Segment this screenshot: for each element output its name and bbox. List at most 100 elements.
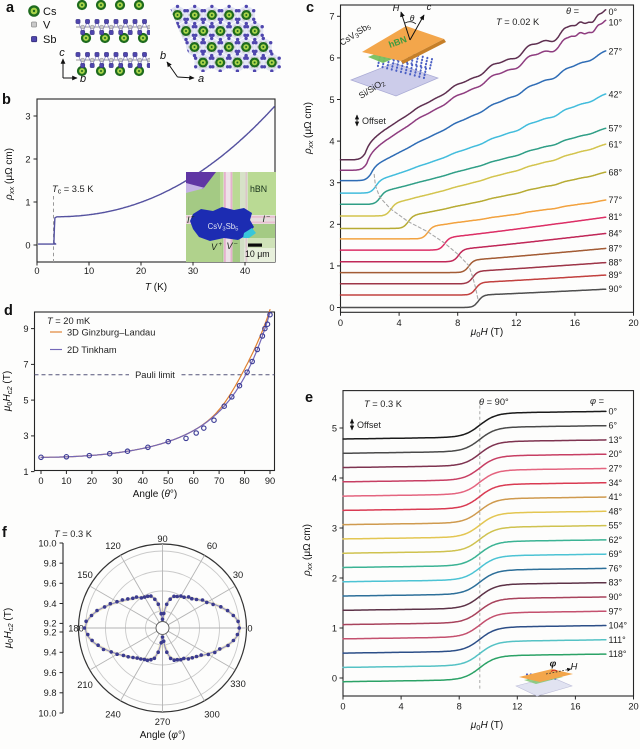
svg-text:c: c: [59, 47, 65, 59]
svg-text:88°: 88°: [609, 258, 623, 268]
svg-text:f: f: [2, 525, 7, 541]
svg-text:c: c: [427, 2, 432, 12]
svg-text:b: b: [160, 50, 166, 62]
svg-text:c: c: [306, 0, 314, 16]
svg-text:80: 80: [239, 476, 249, 486]
svg-text:μ0H (T): μ0H (T): [470, 327, 503, 339]
svg-text:T = 0.3 K: T = 0.3 K: [364, 399, 403, 409]
svg-text:90°: 90°: [609, 592, 623, 602]
svg-text:10.0: 10.0: [38, 538, 56, 548]
svg-text:20: 20: [628, 318, 638, 328]
svg-text:9.8: 9.8: [44, 688, 57, 698]
svg-text:T (K): T (K): [145, 282, 167, 293]
svg-text:3: 3: [25, 111, 30, 121]
svg-text:40: 40: [240, 266, 250, 276]
svg-text:–: –: [234, 240, 238, 247]
svg-text:0: 0: [34, 266, 39, 276]
svg-text:0: 0: [329, 303, 334, 313]
svg-text:84°: 84°: [609, 228, 623, 238]
svg-text:2D Tinkham: 2D Tinkham: [67, 345, 117, 355]
svg-text:θ: θ: [410, 13, 415, 23]
svg-text:T = 0.3 K: T = 0.3 K: [54, 529, 93, 539]
svg-text:ρxx (μΩ cm): ρxx (μΩ cm): [4, 148, 16, 201]
svg-text:10.0: 10.0: [38, 708, 56, 718]
svg-text:9.2: 9.2: [44, 627, 57, 637]
svg-text:ρxx (μΩ cm): ρxx (μΩ cm): [303, 102, 315, 155]
svg-text:16: 16: [570, 318, 580, 328]
svg-text:V: V: [43, 20, 51, 32]
svg-text:270: 270: [155, 717, 171, 727]
svg-text:57°: 57°: [609, 124, 623, 134]
svg-text:9.6: 9.6: [44, 579, 57, 589]
svg-text:30: 30: [233, 570, 243, 580]
svg-text:4: 4: [329, 136, 334, 146]
svg-text:77°: 77°: [609, 195, 623, 205]
svg-text:0: 0: [332, 673, 337, 683]
svg-text:118°: 118°: [609, 649, 627, 659]
svg-text:Offset: Offset: [362, 116, 386, 126]
svg-text:68°: 68°: [609, 167, 623, 177]
svg-text:2: 2: [25, 154, 30, 164]
svg-text:34°: 34°: [609, 478, 623, 488]
svg-text:–: –: [267, 213, 271, 220]
svg-text:CsV3Sb5: CsV3Sb5: [208, 222, 239, 233]
svg-text:76°: 76°: [609, 563, 623, 573]
svg-text:16: 16: [570, 702, 580, 712]
svg-text:87°: 87°: [609, 243, 623, 253]
svg-text:1: 1: [329, 261, 334, 271]
svg-text:+: +: [219, 241, 223, 248]
svg-text:e: e: [305, 390, 313, 406]
svg-text:61°: 61°: [609, 139, 623, 149]
svg-text:2: 2: [329, 220, 334, 230]
svg-text:12: 12: [511, 318, 521, 328]
svg-text:27°: 27°: [609, 464, 623, 474]
svg-text:3: 3: [23, 431, 28, 441]
svg-text:111°: 111°: [609, 635, 627, 645]
svg-text:4: 4: [397, 318, 402, 328]
svg-text:9.8: 9.8: [44, 559, 57, 569]
svg-text:a: a: [6, 0, 15, 16]
svg-text:10°: 10°: [609, 18, 623, 28]
svg-text:330: 330: [230, 679, 246, 689]
svg-text:H: H: [571, 662, 578, 672]
svg-text:9.4: 9.4: [44, 648, 57, 658]
svg-text:30: 30: [112, 476, 122, 486]
svg-text:Tc = 3.5 K: Tc = 3.5 K: [52, 184, 94, 196]
svg-text:90: 90: [265, 476, 275, 486]
svg-text:I: I: [263, 214, 266, 224]
svg-text:Angle (θ°): Angle (θ°): [133, 489, 177, 500]
svg-text:240: 240: [105, 710, 121, 720]
svg-text:Offset: Offset: [357, 420, 381, 430]
svg-text:0°: 0°: [609, 406, 618, 416]
svg-text:104°: 104°: [609, 621, 628, 631]
svg-text:3D Ginzburg–Landau: 3D Ginzburg–Landau: [67, 327, 155, 337]
svg-text:30: 30: [188, 266, 198, 276]
svg-text:150: 150: [77, 570, 93, 580]
svg-text:0: 0: [247, 624, 252, 634]
svg-text:b: b: [2, 92, 11, 108]
svg-text:300: 300: [204, 710, 220, 720]
svg-text:42°: 42°: [609, 90, 623, 100]
svg-text:7: 7: [23, 360, 28, 370]
svg-text:20: 20: [628, 702, 638, 712]
svg-text:4: 4: [399, 702, 404, 712]
svg-text:40: 40: [138, 476, 148, 486]
svg-text:1: 1: [332, 623, 337, 633]
svg-text:70: 70: [214, 476, 224, 486]
svg-text:ρxx (μΩ cm): ρxx (μΩ cm): [302, 524, 314, 577]
svg-text:120: 120: [105, 541, 121, 551]
svg-text:Sb: Sb: [43, 34, 56, 46]
svg-text:12: 12: [512, 702, 522, 712]
svg-text:27°: 27°: [609, 47, 623, 57]
svg-text:20: 20: [87, 476, 97, 486]
svg-text:hBN: hBN: [250, 184, 267, 194]
svg-text:5: 5: [329, 95, 334, 105]
svg-text:20: 20: [136, 266, 146, 276]
svg-text:a: a: [198, 73, 204, 85]
svg-text:μ0Hc2 (T): μ0Hc2 (T): [3, 608, 15, 649]
svg-text:T = 20 mK: T = 20 mK: [47, 316, 91, 326]
svg-text:5: 5: [332, 423, 337, 433]
svg-text:97°: 97°: [609, 606, 623, 616]
svg-text:θ =: θ =: [566, 6, 579, 16]
svg-text:9.6: 9.6: [44, 668, 57, 678]
